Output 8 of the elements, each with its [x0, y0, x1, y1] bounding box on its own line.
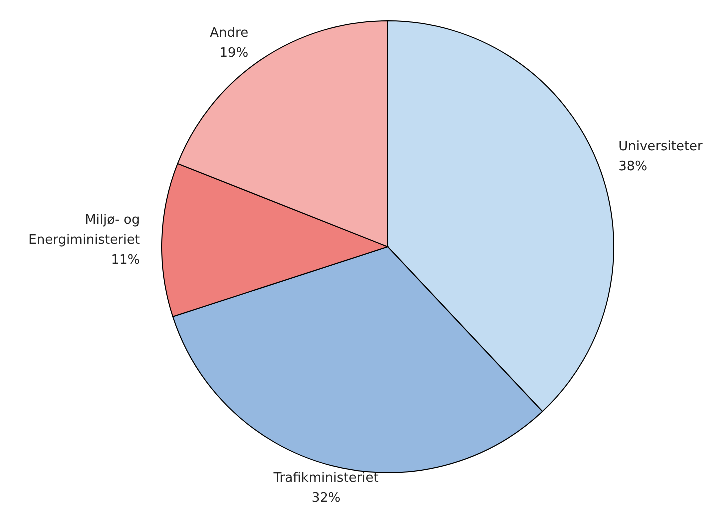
- slice-label: Andre: [210, 26, 249, 41]
- data-label: 38%: [618, 160, 648, 175]
- data-label: 19%: [220, 46, 249, 61]
- slice-label: Miljø- og Energiministeriet: [28, 213, 140, 248]
- data-label: 11%: [111, 253, 140, 268]
- slice-label: Universiteter: [618, 140, 704, 155]
- data-label: 32%: [312, 491, 341, 506]
- slice-label: Trafikministeriet: [272, 471, 379, 486]
